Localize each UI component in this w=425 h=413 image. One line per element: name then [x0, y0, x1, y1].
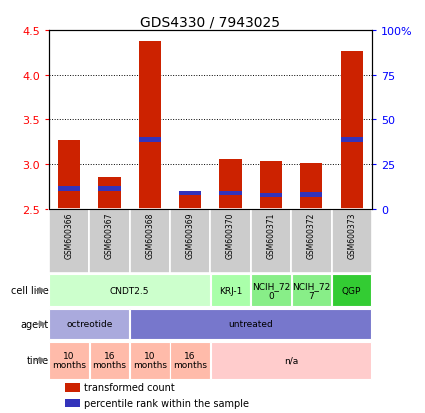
Bar [98, 187, 121, 192]
Text: agent: agent [21, 319, 49, 329]
Bar [300, 192, 323, 197]
Text: KRJ-1: KRJ-1 [219, 286, 242, 295]
Bar [219, 192, 242, 195]
Text: 16
months: 16 months [92, 351, 127, 370]
Bar [90, 342, 129, 379]
Bar [170, 209, 210, 273]
Text: GSM600372: GSM600372 [307, 212, 316, 259]
Text: GSM600371: GSM600371 [266, 212, 275, 259]
Bar [49, 309, 129, 339]
Bar [89, 209, 130, 273]
Text: time: time [27, 355, 49, 365]
Bar [58, 187, 80, 192]
Text: QGP: QGP [342, 286, 361, 295]
Bar [179, 192, 201, 195]
Bar [291, 209, 332, 273]
Text: NCIH_72
0: NCIH_72 0 [252, 281, 290, 300]
Text: cell line: cell line [11, 286, 49, 296]
Text: 10
months: 10 months [52, 351, 86, 370]
Bar [211, 342, 371, 379]
Bar [139, 138, 161, 142]
Text: CNDT2.5: CNDT2.5 [110, 286, 149, 295]
Text: NCIH_72
7: NCIH_72 7 [292, 281, 331, 300]
Bar [251, 209, 291, 273]
Bar [139, 42, 161, 209]
Bar [179, 195, 201, 209]
Bar [130, 209, 170, 273]
Text: GSM600366: GSM600366 [65, 212, 74, 259]
Text: 10
months: 10 months [133, 351, 167, 370]
Text: GSM600373: GSM600373 [347, 212, 356, 259]
Bar [219, 159, 242, 209]
Bar [49, 275, 210, 306]
Bar [65, 383, 79, 392]
Bar [260, 161, 282, 209]
Bar [300, 164, 323, 209]
Text: GSM600368: GSM600368 [145, 212, 154, 259]
Bar [130, 309, 371, 339]
Bar [340, 138, 363, 142]
Text: transformed count: transformed count [85, 382, 175, 392]
Bar [98, 178, 121, 209]
Text: octreotide: octreotide [66, 320, 113, 328]
Bar [210, 209, 251, 273]
Bar [49, 342, 89, 379]
Bar [251, 275, 291, 306]
Bar [49, 209, 89, 273]
Text: GSM600369: GSM600369 [186, 212, 195, 259]
Bar [58, 140, 80, 209]
Text: percentile rank within the sample: percentile rank within the sample [85, 398, 249, 408]
Bar [211, 275, 250, 306]
Title: GDS4330 / 7943025: GDS4330 / 7943025 [140, 16, 280, 30]
Text: 16
months: 16 months [173, 351, 207, 370]
Text: n/a: n/a [284, 356, 298, 365]
Bar [332, 209, 372, 273]
Bar [65, 399, 79, 407]
Bar [260, 194, 282, 197]
Bar [170, 342, 210, 379]
Bar [292, 275, 331, 306]
Text: untreated: untreated [228, 320, 273, 328]
Bar [340, 52, 363, 209]
Text: GSM600370: GSM600370 [226, 212, 235, 259]
Bar [130, 342, 170, 379]
Bar [332, 275, 371, 306]
Text: GSM600367: GSM600367 [105, 212, 114, 259]
